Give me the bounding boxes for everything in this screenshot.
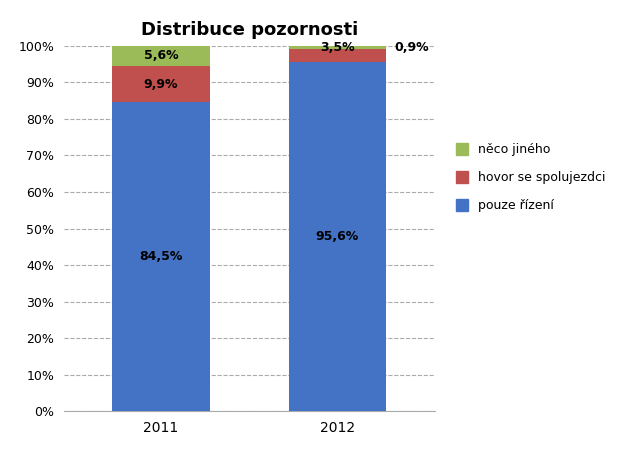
- Title: Distribuce pozornosti: Distribuce pozornosti: [141, 21, 358, 38]
- Text: 0,9%: 0,9%: [395, 41, 429, 54]
- Text: 9,9%: 9,9%: [144, 78, 178, 91]
- Bar: [112, 66, 210, 102]
- Bar: [112, 46, 210, 66]
- Bar: [289, 49, 386, 62]
- Bar: [289, 46, 386, 49]
- Text: 84,5%: 84,5%: [139, 250, 183, 263]
- Text: 95,6%: 95,6%: [316, 230, 359, 243]
- Legend: něco jiného, hovor se spolujezdci, pouze řízení: něco jiného, hovor se spolujezdci, pouze…: [456, 143, 606, 213]
- Bar: [112, 102, 210, 411]
- Text: 3,5%: 3,5%: [320, 41, 355, 54]
- Text: 5,6%: 5,6%: [144, 49, 178, 63]
- Bar: [289, 62, 386, 411]
